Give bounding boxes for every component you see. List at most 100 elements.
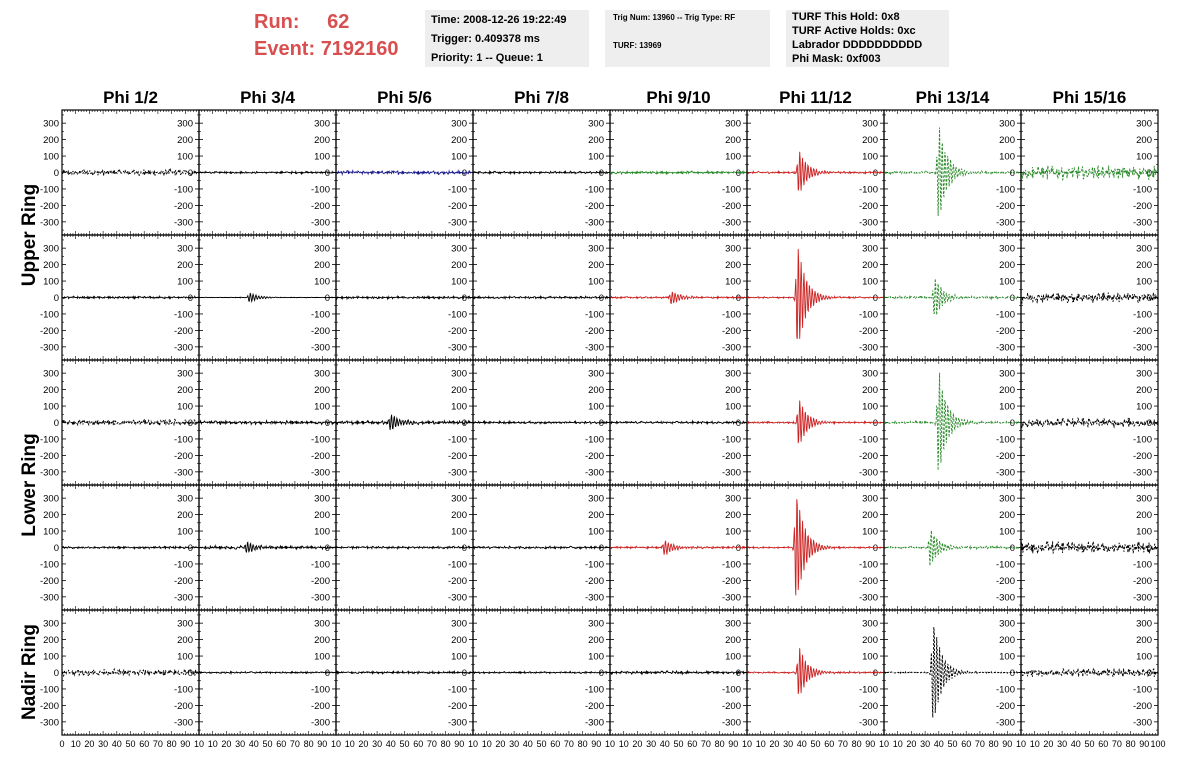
y-tick-label-right: 300: [451, 369, 467, 380]
y-tick-label-right: 200: [999, 385, 1015, 396]
y-tick-label-right: 100: [1136, 527, 1152, 538]
y-tick-label-right: -300: [585, 217, 604, 228]
y-tick-label-left: 300: [43, 369, 59, 380]
waveform-trace: [747, 499, 884, 596]
y-tick-label-left: 0: [54, 668, 59, 679]
y-tick-label-right: 0: [599, 543, 604, 554]
y-tick-label-right: 200: [314, 260, 330, 271]
y-tick-label-right: -100: [174, 309, 193, 320]
y-tick-label-right: 300: [1136, 119, 1152, 130]
y-tick-label-left: 200: [43, 510, 59, 521]
y-tick-label-left: 300: [43, 119, 59, 130]
y-tick-label-right: -200: [311, 326, 330, 337]
y-tick-label-right: 200: [862, 510, 878, 521]
y-tick-label-right: 300: [862, 369, 878, 380]
y-tick-label-right: 100: [999, 277, 1015, 288]
y-tick-label-right: 200: [725, 385, 741, 396]
y-tick-label-right: -200: [722, 576, 741, 587]
waveform-trace: [199, 418, 337, 426]
y-tick-label-left: 200: [43, 260, 59, 271]
y-tick-label-right: 100: [451, 527, 467, 538]
y-tick-label-right: -300: [174, 217, 193, 228]
y-tick-label-left: 100: [43, 402, 59, 413]
y-tick-label-right: 100: [451, 277, 467, 288]
y-tick-label-right: -200: [174, 451, 193, 462]
priority-text: Priority: 1 -- Queue: 1: [431, 52, 543, 64]
y-tick-label-right: 200: [451, 510, 467, 521]
y-tick-label-right: -100: [1133, 309, 1152, 320]
y-tick-label-right: -200: [311, 451, 330, 462]
y-tick-label-right: 200: [1136, 260, 1152, 271]
y-tick-label-right: 100: [451, 652, 467, 663]
y-tick-label-right: 300: [451, 494, 467, 505]
y-tick-label-right: 0: [873, 168, 878, 179]
waveform-trace: [747, 400, 884, 444]
y-tick-label-right: 100: [314, 277, 330, 288]
y-tick-label-left: 0: [54, 168, 59, 179]
y-tick-label-right: 0: [873, 543, 878, 554]
y-tick-label-right: -300: [996, 592, 1015, 603]
y-tick-label-right: -200: [585, 201, 604, 212]
y-tick-label-right: 100: [451, 152, 467, 163]
waveform-trace: [473, 419, 610, 426]
y-tick-label-right: -200: [996, 201, 1015, 212]
y-tick-label-right: 300: [999, 119, 1015, 130]
y-tick-label-right: 300: [314, 494, 330, 505]
y-tick-label-right: 200: [999, 135, 1015, 146]
waveform-trace: [61, 667, 200, 678]
column-header-phi-15-16: Phi 15/16: [1052, 88, 1127, 107]
run-line: Run: 62: [254, 11, 349, 34]
y-tick-label-right: 100: [314, 527, 330, 538]
y-tick-label-right: -300: [1133, 592, 1152, 603]
y-tick-label-right: -100: [722, 559, 741, 570]
y-tick-label-right: -200: [448, 576, 467, 587]
y-tick-label-right: 200: [1136, 510, 1152, 521]
y-tick-label-right: -300: [448, 592, 467, 603]
y-tick-label-right: -200: [859, 451, 878, 462]
y-tick-label-right: -200: [174, 201, 193, 212]
y-tick-label-right: -200: [585, 576, 604, 587]
y-tick-label-right: -300: [174, 342, 193, 353]
waveform-trace: [336, 414, 473, 430]
y-tick-label-right: 200: [725, 260, 741, 271]
y-tick-label-right: 100: [314, 402, 330, 413]
y-tick-label-right: 200: [588, 385, 604, 396]
run-value: 62: [327, 11, 350, 33]
waveform-trace: [1020, 292, 1159, 305]
waveform-trace: [1020, 540, 1158, 554]
y-tick-label-right: 100: [725, 402, 741, 413]
turf-active-holds-text: TURF Active Holds: 0xc: [792, 25, 916, 37]
y-tick-label-right: -300: [174, 592, 193, 603]
y-tick-label-right: 0: [1147, 543, 1152, 554]
y-tick-label-right: -300: [448, 342, 467, 353]
y-tick-label-right: 300: [588, 119, 604, 130]
time-info-panel: Time: 2008-12-26 19:22:49 Trigger: 0.409…: [425, 10, 589, 67]
y-tick-label-left: 0: [54, 293, 59, 304]
y-tick-label-right: 200: [314, 635, 330, 646]
y-tick-label-left: -200: [40, 201, 59, 212]
y-tick-label-right: 300: [177, 119, 193, 130]
y-tick-label-right: 300: [999, 244, 1015, 255]
y-tick-label-right: -300: [996, 467, 1015, 478]
y-tick-label-left: 0: [54, 418, 59, 429]
y-tick-label-right: 0: [736, 293, 741, 304]
y-tick-label-right: -200: [722, 201, 741, 212]
column-header-phi-11-12: Phi 11/12: [779, 88, 852, 107]
y-tick-label-right: -100: [448, 559, 467, 570]
y-tick-label-left: 300: [43, 494, 59, 505]
y-tick-label-right: 100: [588, 152, 604, 163]
y-tick-label-right: -300: [859, 592, 878, 603]
y-tick-label-right: -200: [996, 451, 1015, 462]
y-tick-label-right: 0: [1010, 293, 1015, 304]
labrador-text: Labrador DDDDDDDDDD: [792, 39, 923, 51]
waveform-trace: [610, 540, 747, 555]
column-header-phi-1-2: Phi 1/2: [103, 88, 158, 107]
y-tick-label-right: 300: [451, 119, 467, 130]
waveform-trace: [199, 170, 336, 176]
y-tick-label-left: 0: [54, 543, 59, 554]
y-tick-label-right: 0: [188, 168, 193, 179]
y-tick-label-right: 100: [999, 402, 1015, 413]
y-tick-label-right: 100: [588, 527, 604, 538]
y-tick-label-left: 200: [43, 135, 59, 146]
y-tick-label-right: 200: [999, 510, 1015, 521]
